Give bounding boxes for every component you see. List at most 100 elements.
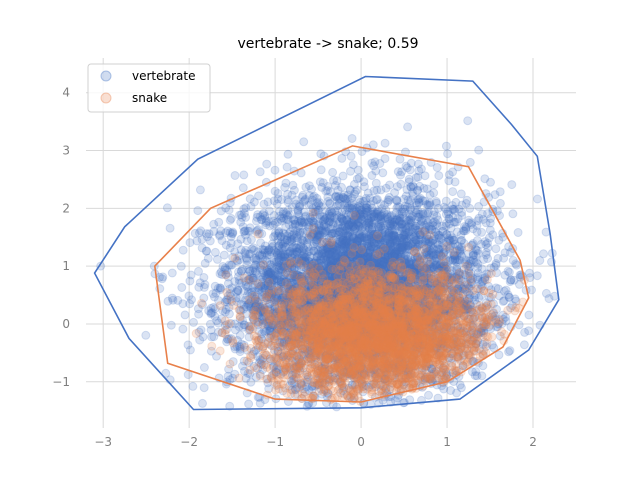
data-point-vertebrate	[395, 154, 405, 164]
data-point-vertebrate	[355, 334, 365, 344]
data-point-vertebrate	[346, 238, 356, 248]
data-point-vertebrate	[266, 267, 276, 277]
data-point-vertebrate	[448, 187, 458, 197]
data-point-vertebrate	[312, 344, 322, 354]
data-point-vertebrate	[411, 355, 421, 365]
data-point-vertebrate	[394, 349, 404, 359]
data-point-vertebrate	[346, 284, 356, 294]
data-point-vertebrate	[417, 306, 426, 316]
data-point-vertebrate	[321, 186, 331, 196]
data-point-vertebrate	[400, 204, 410, 214]
data-point-vertebrate	[302, 304, 311, 313]
data-point-vertebrate	[331, 180, 340, 190]
data-point-vertebrate	[472, 274, 482, 284]
data-point-vertebrate	[305, 312, 315, 322]
data-point-vertebrate	[334, 277, 344, 287]
data-point-vertebrate	[378, 168, 388, 178]
data-point-vertebrate	[330, 339, 340, 349]
data-point-vertebrate	[403, 276, 412, 286]
data-point-vertebrate	[230, 171, 240, 180]
data-point-vertebrate	[340, 236, 350, 246]
data-point-vertebrate	[297, 254, 307, 264]
x-tick-label: 1	[443, 435, 451, 449]
data-point-vertebrate	[357, 247, 366, 257]
data-point-vertebrate	[261, 273, 271, 282]
data-point-vertebrate	[318, 245, 328, 255]
data-point-vertebrate	[296, 238, 306, 248]
data-point-vertebrate	[456, 281, 466, 291]
data-point-vertebrate	[387, 292, 397, 302]
data-point-vertebrate	[457, 235, 467, 245]
data-point-vertebrate	[396, 170, 405, 180]
data-point-vertebrate	[315, 177, 325, 187]
data-point-vertebrate	[269, 274, 279, 284]
data-point-vertebrate	[313, 231, 323, 241]
data-point-vertebrate	[351, 214, 361, 224]
data-point-vertebrate	[420, 171, 430, 181]
data-point-vertebrate	[308, 284, 318, 294]
data-point-vertebrate	[304, 234, 314, 244]
data-point-vertebrate	[306, 277, 315, 286]
data-point-vertebrate	[466, 268, 476, 278]
chart-title: vertebrate -> snake; 0.59	[237, 36, 418, 52]
data-point-vertebrate	[441, 209, 451, 219]
data-point-vertebrate	[365, 302, 375, 312]
data-point-vertebrate	[446, 292, 456, 302]
data-point-vertebrate	[378, 310, 388, 320]
data-point-vertebrate	[381, 269, 391, 279]
data-point-vertebrate	[264, 321, 274, 331]
data-point-vertebrate	[334, 352, 344, 362]
data-point-vertebrate	[446, 299, 456, 309]
data-point-vertebrate	[392, 214, 402, 224]
data-point-vertebrate	[380, 324, 390, 334]
data-point-vertebrate	[394, 249, 404, 259]
data-point-vertebrate	[444, 170, 454, 180]
data-point-vertebrate	[287, 190, 297, 200]
data-point-vertebrate	[342, 279, 352, 288]
data-point-vertebrate	[307, 282, 317, 292]
data-point-vertebrate	[319, 317, 329, 327]
data-point-vertebrate	[441, 221, 451, 231]
data-point-vertebrate	[257, 275, 267, 285]
data-point-vertebrate	[423, 239, 433, 249]
data-point-vertebrate	[345, 289, 355, 298]
data-point-vertebrate	[376, 242, 386, 252]
data-point-vertebrate	[363, 361, 373, 371]
data-point-vertebrate	[223, 295, 232, 305]
data-point-vertebrate	[298, 235, 308, 245]
data-point-vertebrate	[459, 226, 469, 236]
data-point-vertebrate	[309, 281, 319, 290]
data-point-vertebrate	[348, 261, 358, 271]
data-point-vertebrate	[422, 290, 432, 300]
data-point-vertebrate	[313, 299, 322, 309]
data-point-vertebrate	[300, 299, 309, 309]
data-point-vertebrate	[389, 321, 399, 331]
data-point-vertebrate	[321, 302, 331, 312]
data-point-vertebrate	[328, 240, 338, 250]
data-point-vertebrate	[249, 243, 258, 253]
data-point-vertebrate	[361, 329, 371, 338]
data-point-vertebrate	[289, 363, 299, 373]
data-point-vertebrate	[284, 381, 294, 391]
data-point-vertebrate	[278, 279, 288, 288]
data-point-vertebrate	[369, 292, 379, 302]
data-point-vertebrate	[268, 320, 278, 330]
data-point-vertebrate	[293, 325, 303, 335]
data-point-vertebrate	[425, 278, 435, 288]
data-point-vertebrate	[374, 318, 384, 328]
data-point-vertebrate	[451, 273, 461, 283]
data-point-vertebrate	[387, 336, 397, 345]
data-point-vertebrate	[337, 153, 347, 163]
data-point-vertebrate	[310, 300, 320, 309]
data-point-vertebrate	[248, 283, 258, 292]
data-point-vertebrate	[292, 274, 302, 284]
data-point-vertebrate	[360, 295, 370, 305]
data-point-vertebrate	[318, 311, 328, 321]
data-point-vertebrate	[342, 313, 352, 323]
data-point-vertebrate	[362, 241, 372, 251]
data-point-vertebrate	[388, 351, 398, 361]
data-point-vertebrate	[449, 217, 459, 227]
data-point-vertebrate	[368, 360, 378, 370]
data-point-vertebrate	[476, 327, 486, 337]
x-tick-label: −1	[266, 435, 284, 449]
